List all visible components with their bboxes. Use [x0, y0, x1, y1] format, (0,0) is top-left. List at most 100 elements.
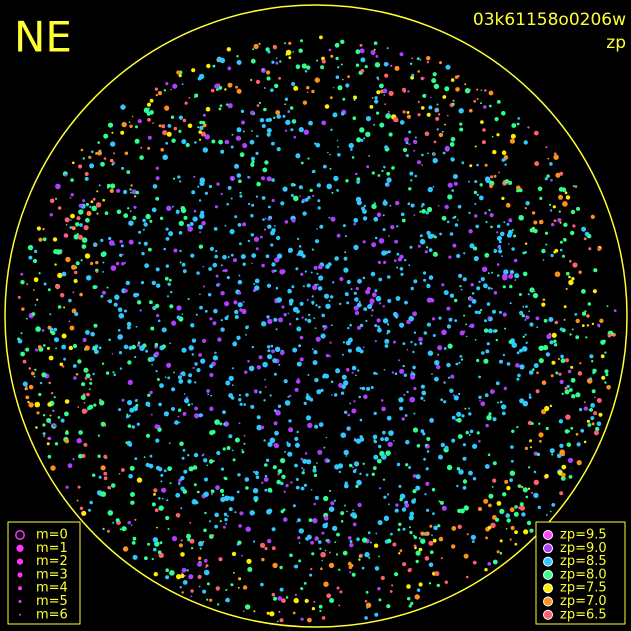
star [139, 309, 142, 312]
star [267, 218, 271, 221]
star [465, 575, 469, 579]
star [371, 242, 377, 248]
star [209, 246, 214, 251]
zp-label: zp=6.5 [560, 607, 607, 622]
star [57, 272, 63, 279]
star [581, 226, 587, 232]
star [256, 181, 261, 187]
star [256, 365, 261, 370]
star [241, 450, 245, 454]
star [404, 503, 410, 508]
star [513, 511, 519, 517]
star [211, 139, 216, 144]
star [303, 582, 307, 585]
star [469, 164, 473, 168]
star [412, 311, 417, 317]
star [339, 302, 342, 306]
star [162, 130, 168, 136]
star [326, 459, 330, 463]
star [522, 335, 525, 338]
star [28, 255, 33, 260]
star [261, 481, 264, 484]
star [351, 408, 357, 414]
star [126, 170, 131, 175]
star [335, 553, 339, 556]
star [541, 302, 546, 307]
star [522, 271, 528, 277]
star [488, 493, 494, 499]
star [559, 248, 563, 252]
star [376, 212, 382, 217]
star [415, 550, 421, 556]
star [164, 105, 170, 111]
star [571, 328, 574, 331]
star [477, 506, 483, 512]
star [260, 542, 266, 549]
star [322, 325, 325, 328]
star [187, 403, 191, 407]
star [72, 364, 77, 368]
star [494, 329, 498, 333]
star [409, 530, 413, 535]
star [416, 588, 421, 592]
star [113, 152, 115, 155]
star [242, 222, 247, 227]
star [493, 291, 498, 295]
star [122, 253, 124, 256]
star [326, 183, 333, 190]
star [182, 580, 188, 585]
star [267, 349, 271, 353]
star [206, 63, 211, 69]
star [563, 222, 568, 227]
star [80, 259, 83, 262]
star [437, 353, 440, 356]
star [497, 401, 499, 404]
star [403, 258, 407, 262]
star [28, 402, 34, 408]
star [110, 183, 116, 189]
star [392, 542, 397, 547]
star [432, 157, 438, 164]
star [350, 337, 353, 340]
star [313, 502, 317, 506]
star [238, 291, 242, 295]
star [128, 414, 131, 417]
star [84, 172, 89, 176]
star [178, 543, 183, 548]
star [298, 185, 303, 190]
star [502, 492, 507, 497]
star [401, 507, 407, 512]
star [402, 342, 406, 345]
star [490, 522, 496, 528]
star [180, 475, 185, 481]
star [484, 568, 488, 572]
star [191, 190, 196, 195]
star [300, 587, 303, 590]
star [465, 335, 468, 338]
star [85, 376, 88, 379]
star [120, 104, 126, 110]
star [422, 432, 426, 436]
star [124, 309, 127, 313]
star [432, 152, 435, 156]
star [287, 288, 292, 294]
star [613, 309, 617, 313]
star [38, 392, 42, 397]
star [418, 537, 421, 540]
star [38, 272, 41, 275]
star [426, 283, 431, 289]
star [273, 421, 278, 426]
star [147, 135, 152, 140]
star [546, 174, 550, 178]
star [402, 527, 406, 531]
star [155, 93, 158, 97]
star [135, 190, 140, 195]
star [181, 262, 186, 267]
star [266, 76, 271, 81]
star [166, 131, 172, 137]
star [284, 97, 289, 102]
star [48, 381, 51, 385]
star [190, 253, 195, 258]
star [103, 454, 108, 459]
star [93, 403, 97, 407]
